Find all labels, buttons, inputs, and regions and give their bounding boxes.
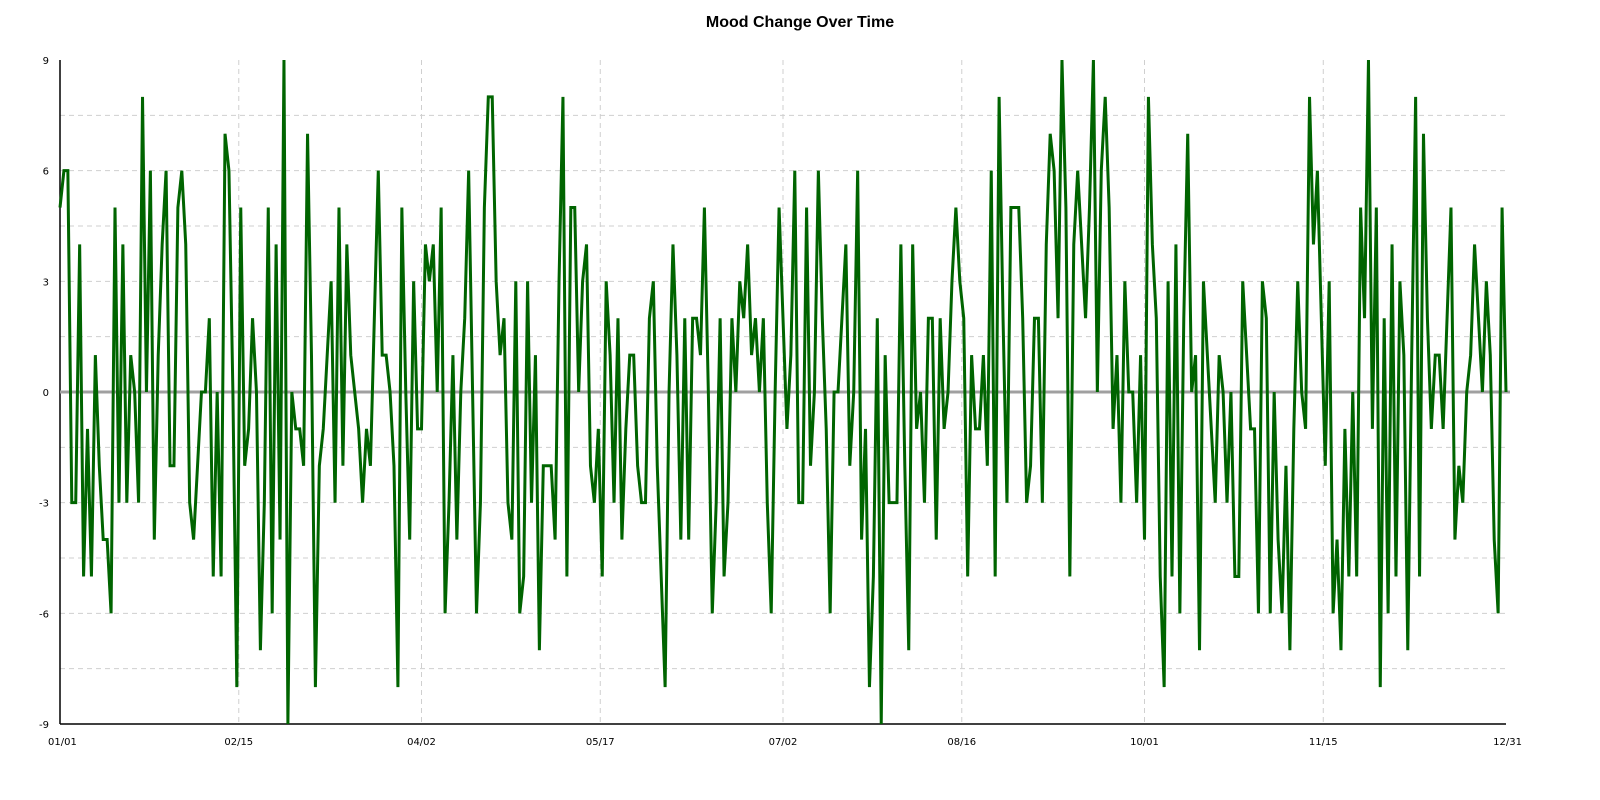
tick-labels-layer: -9 -6 -3 0 3 6 9 01/01 02/15 04/02 05/17 07/02 08/16… <box>39 56 1522 748</box>
y-tick-label: 9 <box>43 56 49 67</box>
x-tick-label: 02/15 <box>224 737 253 748</box>
y-tick-label: 0 <box>43 388 49 399</box>
x-tick-label: 07/02 <box>769 737 798 748</box>
x-tick-label: 12/31 <box>1493 737 1522 748</box>
series-layer <box>58 59 1508 725</box>
y-tick-label: -6 <box>39 609 49 620</box>
y-tick-label: -9 <box>39 720 49 731</box>
series-line-mood <box>58 59 1508 725</box>
x-tick-label: 10/01 <box>1130 737 1159 748</box>
x-tick-label: 01/01 <box>48 737 77 748</box>
x-tick-label: 04/02 <box>407 737 436 748</box>
y-tick-label: 3 <box>43 277 49 288</box>
chart-title: Mood Change Over Time <box>705 14 895 31</box>
x-tick-label: 08/16 <box>947 737 976 748</box>
y-tick-label: 6 <box>43 167 49 178</box>
x-tick-label: 05/17 <box>586 737 615 748</box>
x-tick-label: 11/15 <box>1309 737 1338 748</box>
y-tick-label: -3 <box>39 499 49 510</box>
